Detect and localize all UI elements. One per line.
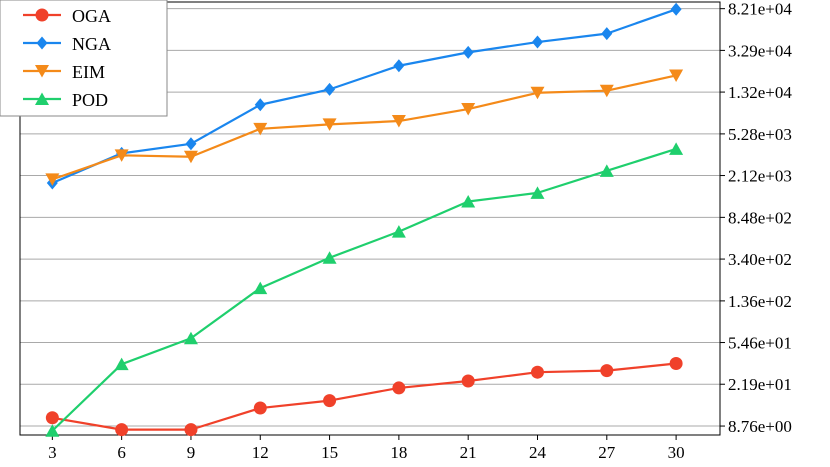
data-point-nga <box>531 35 543 49</box>
axis-ticks: 8.76e+00 2.19e+01 5.46e+01 1.36e+02 3.40e+02… <box>48 0 792 462</box>
x-tick-label: 21 <box>460 443 477 462</box>
data-point-pod <box>322 251 337 264</box>
data-point-eim <box>45 173 60 186</box>
y-tick-label: 1.32e+04 <box>728 83 792 102</box>
x-tick-label: 12 <box>252 443 269 462</box>
y-tick-label: 8.21e+04 <box>728 0 792 19</box>
data-point-nga <box>670 2 682 16</box>
data-point-nga <box>254 98 266 112</box>
data-point-pod <box>669 142 684 155</box>
data-point-eim <box>669 69 684 82</box>
data-point-oga <box>392 381 406 395</box>
series-line-pod <box>51 147 677 432</box>
data-point-pod <box>45 424 60 437</box>
series-eim <box>45 69 684 186</box>
data-point-oga <box>253 401 267 415</box>
y-tick-label: 2.19e+01 <box>728 375 792 394</box>
y-tick-label: 5.46e+01 <box>728 334 792 353</box>
data-point-eim <box>183 150 198 164</box>
data-point-oga <box>323 394 337 408</box>
series-pod <box>45 142 684 437</box>
x-tick-label: 3 <box>48 443 57 462</box>
plot-frame <box>19 1 721 436</box>
legend-label-pod: POD <box>72 90 108 110</box>
legend-marker-nga <box>36 36 48 50</box>
data-point-oga <box>184 423 198 437</box>
data-point-eim <box>599 84 614 98</box>
y-tick-label: 3.29e+04 <box>728 41 792 60</box>
x-tick-label: 30 <box>668 443 685 462</box>
data-point-oga <box>461 374 475 388</box>
legend-entry-oga: OGA <box>23 6 111 26</box>
legend-box <box>0 0 168 117</box>
legend-label-nga: NGA <box>72 34 111 54</box>
data-point-pod <box>461 195 476 208</box>
y-tick-label: 1.36e+02 <box>728 292 792 311</box>
data-point-eim <box>322 118 337 131</box>
data-point-nga <box>185 137 197 151</box>
series-line-nga <box>51 8 677 185</box>
data-point-oga <box>115 423 129 437</box>
data-point-pod <box>599 164 614 177</box>
legend-label-eim: EIM <box>72 62 105 82</box>
data-point-oga <box>600 364 614 378</box>
x-tick-label: 18 <box>390 443 407 462</box>
legend: OGA NGA EIM POD <box>0 0 168 117</box>
data-point-eim <box>461 103 476 116</box>
data-point-eim <box>253 122 268 136</box>
y-tick-label: 2.12e+03 <box>728 167 792 186</box>
x-tick-label: 15 <box>321 443 338 462</box>
data-point-nga <box>462 45 474 59</box>
data-point-pod <box>530 186 545 199</box>
data-point-pod <box>391 225 406 238</box>
legend-entry-pod: POD <box>23 90 108 110</box>
series-line-oga <box>52 362 677 431</box>
data-point-eim <box>114 149 129 162</box>
legend-marker-oga <box>35 8 49 22</box>
legend-marker-eim <box>35 65 49 78</box>
data-point-oga <box>669 356 683 370</box>
data-point-eim <box>530 86 545 100</box>
series-line-eim <box>51 74 677 181</box>
y-tick-label: 8.48e+02 <box>728 208 792 227</box>
legend-marker-pod <box>35 92 49 105</box>
data-point-nga <box>324 82 336 96</box>
data-point-eim <box>391 115 406 128</box>
x-tick-label: 6 <box>117 443 126 462</box>
x-tick-label: 24 <box>529 443 547 462</box>
data-point-oga <box>530 365 544 379</box>
legend-entry-eim: EIM <box>23 62 105 82</box>
y-tick-label: 3.40e+02 <box>728 250 792 269</box>
data-point-pod <box>253 281 268 295</box>
x-tick-label: 27 <box>598 443 616 462</box>
data-point-pod <box>114 357 129 371</box>
legend-entry-nga: NGA <box>23 34 111 54</box>
series-oga <box>45 356 683 437</box>
legend-label-oga: OGA <box>72 6 111 26</box>
y-tick-label: 5.28e+03 <box>728 125 792 144</box>
data-point-pod <box>183 331 198 345</box>
data-point-nga <box>393 59 405 73</box>
data-series <box>45 2 684 437</box>
data-point-oga <box>45 411 59 425</box>
y-tick-label: 8.76e+00 <box>728 417 792 436</box>
data-point-nga <box>601 27 613 41</box>
x-tick-label: 9 <box>187 443 196 462</box>
